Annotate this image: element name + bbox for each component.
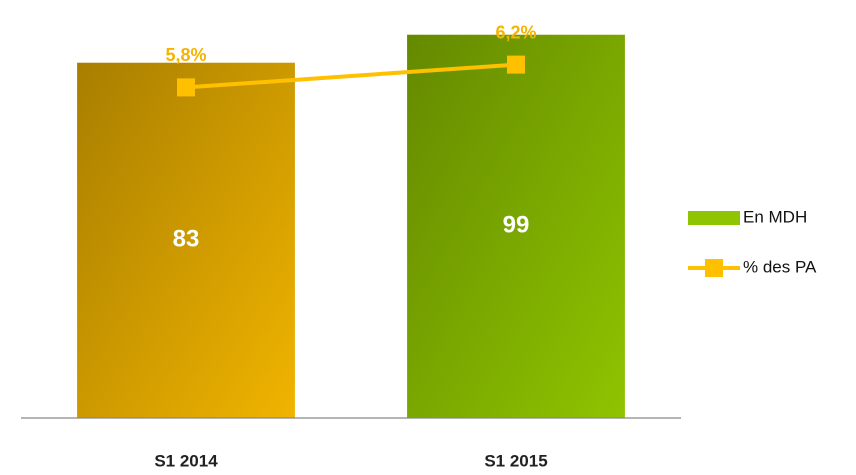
legend-marker [705, 259, 723, 277]
line-value-label: 5,8% [165, 45, 206, 65]
x-tick-label: S1 2015 [484, 451, 547, 470]
legend-label: En MDH [743, 207, 807, 226]
bar-value-label: 99 [503, 212, 530, 239]
line-value-label: 6,2% [495, 22, 536, 42]
bar-value-label: 83 [173, 226, 200, 253]
legend-swatch [688, 211, 740, 225]
line [185, 62, 517, 90]
legend-label: % des PA [743, 257, 817, 276]
line-marker [177, 78, 195, 97]
x-tick-label: S1 2014 [154, 451, 218, 470]
bar-shade [407, 34, 625, 418]
line-marker [507, 55, 525, 74]
bar-shade [77, 62, 295, 418]
